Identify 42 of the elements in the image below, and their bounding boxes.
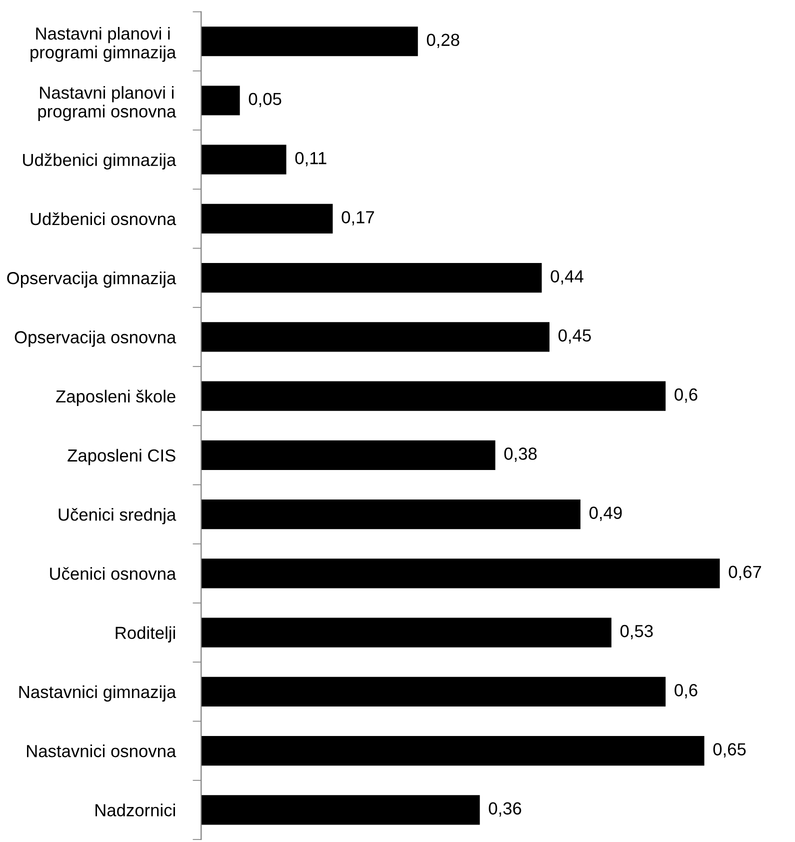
y-tick-label: Opservacija osnovna [14, 330, 176, 347]
data-label: 0,6 [674, 388, 698, 403]
bar [201, 676, 666, 706]
y-tick-label: Opservacija gimnazija [7, 272, 176, 288]
bar [201, 204, 333, 234]
y-tick-label: Nastavni planovi i programi gimnazija [30, 26, 176, 62]
bar [201, 558, 720, 588]
data-label: 0,67 [728, 566, 762, 580]
bar [201, 322, 550, 352]
y-tick-label: Roditelji [116, 626, 175, 642]
data-label: 0,36 [488, 802, 522, 817]
y-tick-label: Nastavnici osnovna [27, 744, 176, 758]
bar [201, 263, 542, 293]
bar [201, 500, 580, 530]
data-label: 0,28 [426, 34, 460, 48]
data-label: 0,05 [248, 92, 282, 108]
data-label: 0,17 [342, 211, 374, 226]
bar [201, 86, 240, 116]
bar [201, 795, 480, 825]
bar [201, 736, 704, 766]
y-tick-label: Zaposleni škole [56, 390, 176, 406]
bar [201, 144, 286, 174]
bar [201, 26, 418, 56]
y-tick-label: Udžbenici gimnazija [23, 153, 176, 170]
data-label: 0,6 [674, 684, 698, 698]
data-label: 0,44 [550, 270, 584, 285]
bar [201, 440, 496, 470]
data-label: 0,38 [504, 448, 537, 462]
y-tick-label: Nastavnici gimnazija [19, 685, 176, 702]
bar [201, 381, 666, 411]
y-tick-label: Učenici osnovna [50, 567, 176, 580]
y-tick-label: Učenici srednja [58, 508, 176, 524]
data-label: 0,11 [295, 152, 326, 166]
y-tick-label: Udžbenici osnovna [30, 212, 176, 226]
data-label: 0,53 [620, 624, 653, 640]
data-label: 0,49 [589, 506, 622, 522]
y-tick-label: Nadzornici [96, 804, 175, 816]
data-label: 0,45 [558, 329, 591, 344]
y-tick-label: Zaposleni CIS [68, 448, 176, 466]
y-tick-label: Nastavni planovi i programi osnovna [38, 86, 176, 121]
bar [201, 618, 612, 648]
data-label: 0,65 [713, 743, 746, 758]
